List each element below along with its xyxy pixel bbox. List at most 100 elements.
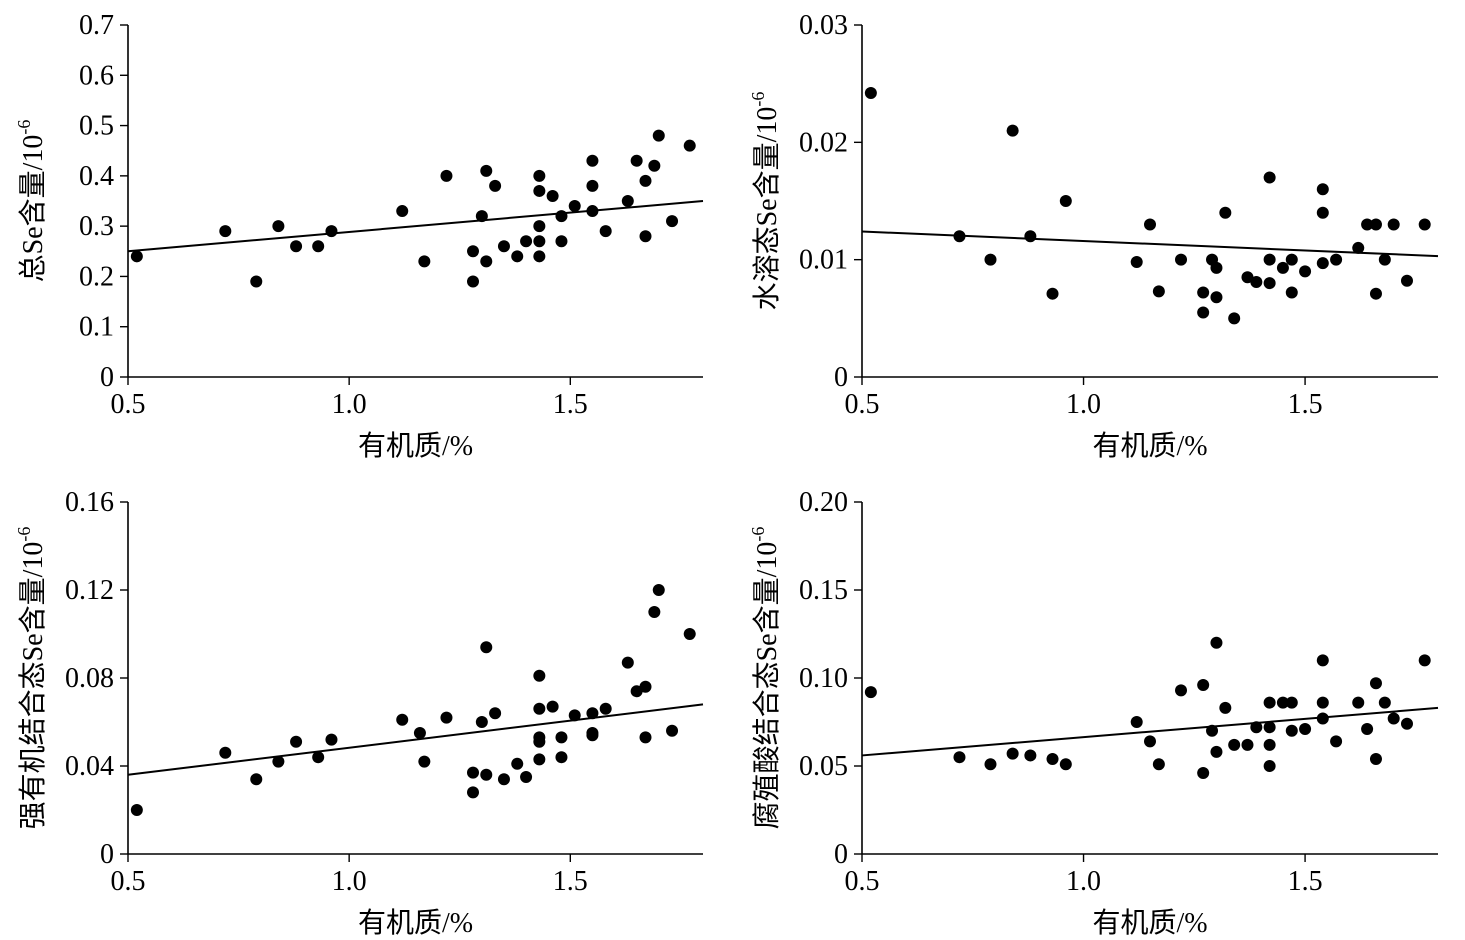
data-point [1006, 124, 1019, 137]
data-point [1316, 206, 1329, 219]
trend-line [127, 200, 704, 253]
data-point [1263, 171, 1276, 184]
data-point [533, 235, 546, 248]
data-point [467, 275, 479, 288]
data-point [683, 628, 696, 640]
data-point [1210, 745, 1223, 758]
data-point [467, 766, 479, 779]
data-point [1369, 287, 1382, 300]
y-tick-label: 0.03 [799, 10, 848, 41]
data-point [1352, 696, 1365, 709]
data-point [639, 230, 652, 243]
data-point [555, 235, 568, 248]
data-point [480, 255, 493, 268]
data-point [864, 686, 877, 699]
data-point [953, 751, 966, 764]
data-point [312, 240, 325, 253]
data-point [497, 240, 510, 253]
y-tick-label: 0.10 [799, 663, 848, 694]
x-tick-label: 1.5 [1288, 866, 1323, 897]
data-point [953, 230, 966, 243]
data-point [1130, 256, 1143, 269]
y-axis-label-superscript: -6 [14, 527, 34, 542]
data-point [1228, 738, 1241, 751]
y-tick-label: 0.1 [79, 312, 114, 343]
data-point [533, 735, 546, 748]
x-tick-label: 0.5 [845, 389, 880, 420]
data-point [1387, 218, 1400, 231]
y-axis-label: 强有机结合态Se含量/10-6 [14, 527, 49, 830]
y-tick-label: 0.6 [79, 60, 114, 91]
data-point [475, 210, 488, 223]
data-point [290, 735, 303, 748]
y-axis-label: 腐殖酸结合态Se含量/10-6 [748, 527, 783, 830]
x-tick-label: 1.0 [332, 866, 367, 897]
data-point [396, 205, 409, 218]
data-point [555, 731, 568, 744]
data-point [489, 707, 502, 720]
data-point [1316, 712, 1329, 725]
data-point [1228, 312, 1241, 325]
data-point [511, 757, 524, 770]
data-point [1263, 738, 1276, 751]
data-point [1418, 218, 1431, 231]
data-point [586, 154, 599, 167]
y-tick-label: 0.15 [799, 575, 848, 606]
data-point [586, 179, 599, 192]
data-point [586, 729, 599, 742]
chart-panel-3: 0 0.04 0.08 0.12 0.16 0.5 1.0 1.5 有机质/% 强有机结合态Se含… [14, 487, 704, 939]
data-point [666, 215, 679, 228]
data-point [984, 758, 997, 771]
data-point [418, 255, 431, 268]
data-point [1285, 696, 1298, 709]
data-point [520, 771, 533, 783]
data-point [1299, 265, 1312, 278]
data-point [219, 225, 232, 238]
chart-panel-1: 0 0.1 0.2 0.3 0.4 0.5 0.6 0.7 0.5 1.0 1.5 有机质/% 总Se含… [14, 10, 704, 462]
data-point [533, 753, 546, 766]
data-point [1263, 696, 1276, 709]
data-point [396, 713, 409, 726]
y-tick-label: 0.04 [65, 751, 114, 782]
data-point [1316, 696, 1329, 709]
data-point [413, 727, 426, 739]
data-point [533, 220, 546, 233]
data-point [1210, 291, 1223, 304]
data-point [467, 245, 479, 258]
data-point [290, 240, 303, 253]
data-point [1197, 679, 1210, 692]
trend-line [127, 703, 704, 776]
data-point [1263, 760, 1276, 772]
data-point [1378, 253, 1391, 266]
chart-panel-2: 0 0.01 0.02 0.03 0.5 1.0 1.5 有机质/% 水溶态Se含量/10-6 [748, 10, 1439, 462]
x-tick-label: 1.5 [1288, 389, 1323, 420]
data-point [533, 669, 546, 682]
data-point [533, 184, 546, 197]
data-point [130, 804, 143, 816]
data-point [1210, 261, 1223, 274]
trend-line [861, 230, 1439, 258]
data-point [1219, 206, 1232, 219]
y-tick-label: 0.05 [799, 751, 848, 782]
x-tick-label: 1.0 [332, 389, 367, 420]
y-tick-label: 0 [100, 839, 114, 870]
data-point [1152, 758, 1165, 771]
data-point [1369, 752, 1382, 765]
x-axis-label: 有机质/% [1092, 430, 1207, 462]
data-point [621, 656, 634, 669]
data-point [568, 200, 581, 213]
data-point [586, 205, 599, 218]
data-point [1330, 735, 1343, 748]
data-point [1197, 286, 1210, 299]
data-point [1024, 749, 1037, 762]
y-tick-label: 0 [834, 362, 848, 393]
data-point [599, 225, 612, 238]
data-point [497, 773, 510, 786]
data-point [1378, 696, 1391, 709]
data-point [652, 584, 665, 596]
data-point [546, 189, 559, 202]
data-point [1046, 752, 1059, 765]
data-point [639, 731, 652, 744]
x-tick-label: 0.5 [845, 866, 880, 897]
data-point [1418, 654, 1431, 667]
